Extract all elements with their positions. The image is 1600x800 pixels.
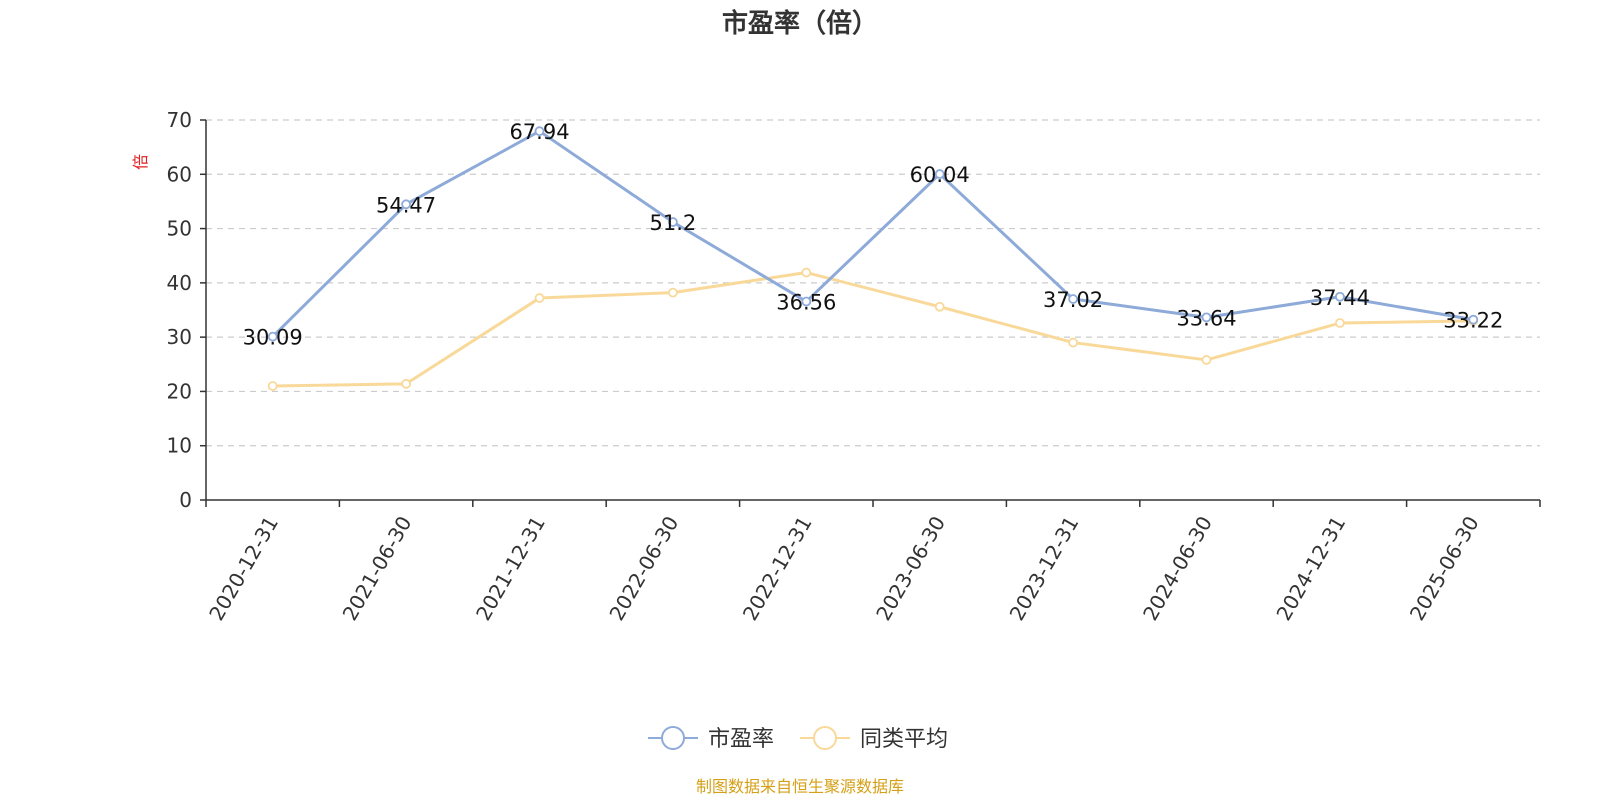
data-point-peer-average[interactable] (267, 381, 278, 391)
x-tick-label: 2025-06-30 (1405, 512, 1484, 625)
y-tick-label: 70 (167, 108, 192, 132)
data-label-pe: 54.47 (376, 193, 436, 217)
legend-label-pe: 市盈率 (708, 727, 774, 752)
data-label-pe: 37.44 (1310, 286, 1370, 310)
data-point-peer-average[interactable] (1068, 337, 1078, 348)
data-labels: 30.09 54.47 67.94 51.2 36.56 60.04 37.02 33.64 3… (243, 120, 1504, 349)
x-tick-label: 2022-06-30 (604, 512, 683, 625)
y-tick-label: 10 (167, 434, 192, 458)
data-point-peer-average[interactable] (1335, 318, 1345, 328)
y-tick-label: 30 (167, 325, 192, 349)
data-label-pe: 33.64 (1176, 306, 1236, 330)
data-point-pe[interactable] (534, 126, 545, 137)
data-point-pe[interactable] (1068, 294, 1078, 304)
data-point-pe[interactable] (668, 217, 678, 227)
legend: 市盈率 同类平均 (648, 726, 948, 752)
data-label-pe: 51.2 (650, 211, 697, 235)
axes: 0 10 20 30 40 50 60 70 2020-12-31 2021-06-30 2021-… (167, 108, 1541, 625)
chart-title: 市盈率（倍） (722, 8, 878, 39)
data-source-note: 制图数据来自恒生聚源数据库 (696, 777, 904, 796)
y-tick-label: 0 (179, 488, 192, 512)
x-tick-label: 2024-12-31 (1271, 512, 1350, 625)
data-label-pe: 30.09 (243, 326, 303, 350)
data-label-pe: 33.22 (1443, 309, 1503, 333)
legend-item-peer-average[interactable]: 同类平均 (800, 726, 948, 752)
data-point-peer-average[interactable] (801, 267, 812, 278)
series-line-peer-average (272, 271, 1474, 388)
x-tick-label: 2021-12-31 (471, 512, 550, 625)
data-point-pe[interactable] (801, 296, 812, 307)
y-tick-label: 50 (167, 217, 192, 241)
data-point-peer-average[interactable] (934, 301, 945, 312)
data-label-pe: 36.56 (776, 291, 836, 315)
x-tick-label: 2023-06-30 (871, 512, 950, 625)
data-point-pe[interactable] (1468, 314, 1479, 325)
data-point-pe[interactable] (1201, 312, 1212, 323)
legend-item-pe[interactable]: 市盈率 (648, 726, 774, 752)
series (267, 126, 1479, 391)
data-point-pe[interactable] (401, 199, 412, 210)
data-point-pe[interactable] (1335, 291, 1345, 302)
data-point-pe[interactable] (934, 169, 945, 179)
x-tick-label: 2021-06-30 (338, 512, 417, 625)
x-tick-label: 2020-12-31 (204, 512, 283, 625)
y-tick-label: 20 (167, 379, 192, 403)
data-point-peer-average[interactable] (534, 293, 545, 303)
y-tick-label: 60 (167, 162, 192, 186)
data-point-pe[interactable] (267, 331, 278, 342)
series-line-pe (271, 129, 1474, 338)
data-label-pe: 67.94 (509, 120, 569, 144)
data-point-peer-average[interactable] (1201, 355, 1212, 365)
x-tick-label: 2023-12-31 (1005, 512, 1084, 625)
data-point-peer-average[interactable] (401, 378, 412, 389)
x-tick-label: 2024-06-30 (1138, 512, 1217, 625)
data-label-pe: 60.04 (910, 163, 970, 187)
y-axis-label: 倍 (131, 154, 150, 170)
grid-lines (206, 119, 1540, 447)
x-tick-label: 2022-12-31 (738, 512, 817, 625)
y-tick-label: 40 (167, 271, 192, 295)
data-label-pe: 37.02 (1043, 288, 1103, 312)
legend-label-peer-average: 同类平均 (860, 727, 948, 752)
data-point-peer-average[interactable] (668, 287, 678, 298)
